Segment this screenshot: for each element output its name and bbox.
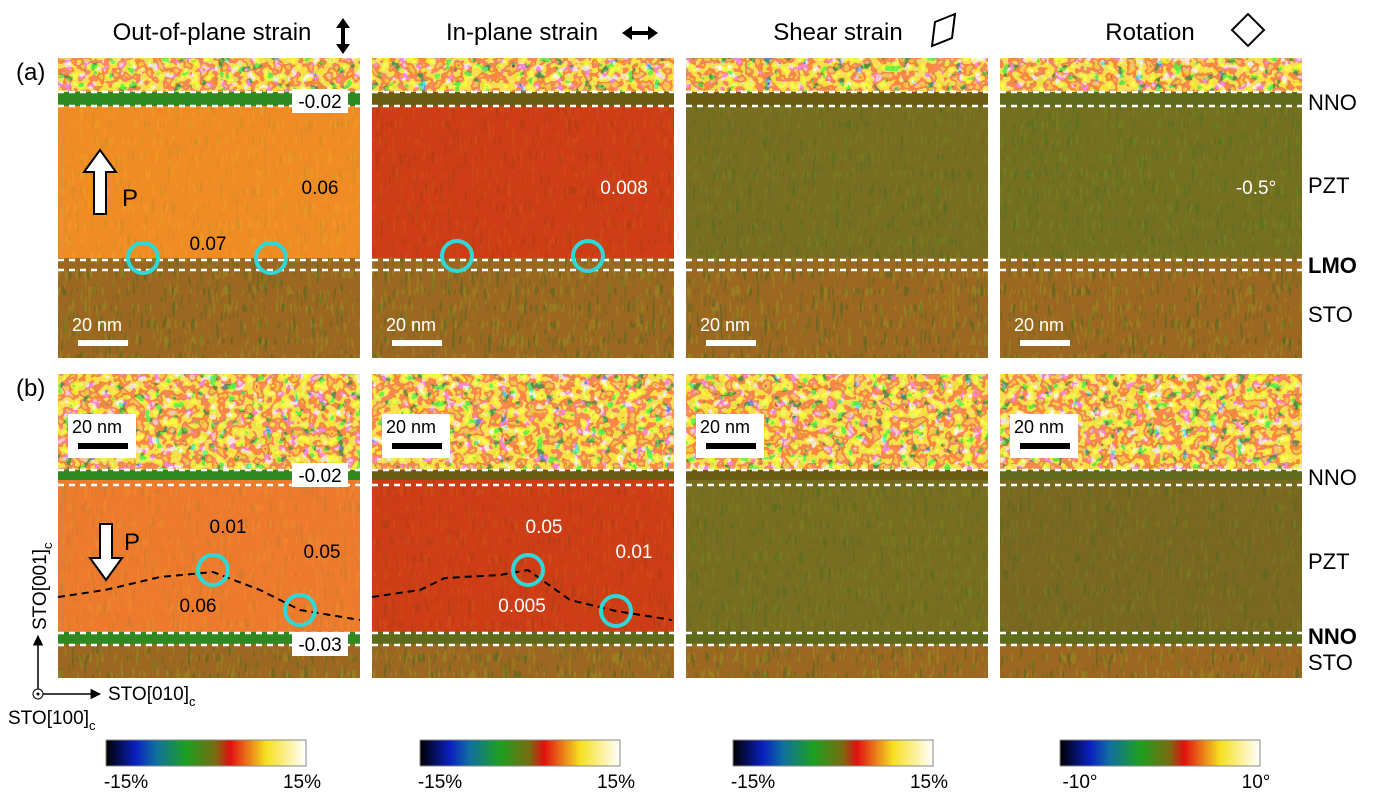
- annotation: 0.01: [210, 517, 247, 538]
- scale-bar: [706, 443, 756, 449]
- annotation: 0.008: [600, 178, 648, 199]
- texture: [372, 106, 674, 258]
- colorbar-min: -10°: [1062, 772, 1097, 793]
- scale-bar-box: [696, 414, 764, 458]
- interface-band: [1000, 470, 1302, 480]
- scale-bar-label: 20 nm: [1014, 417, 1064, 437]
- texture: [686, 480, 988, 632]
- noisy-layer: [58, 58, 360, 92]
- map-panel: 20 nm: [372, 374, 674, 678]
- column-header: Shear strain: [773, 19, 902, 46]
- layer-label: NNO: [1308, 90, 1357, 115]
- scale-bar: [1020, 443, 1070, 449]
- axis-label: STO[100]c: [8, 708, 96, 733]
- annotation: -0.02: [298, 92, 341, 113]
- interface-band: [686, 92, 988, 106]
- map-panel: 20 nm: [686, 58, 988, 358]
- map-panel: 20 nm: [372, 58, 674, 358]
- colorbar: [1059, 739, 1261, 767]
- column-header: Rotation: [1105, 19, 1194, 46]
- annotation: -0.5°: [1236, 178, 1276, 199]
- noisy-layer: [372, 58, 674, 92]
- texture: [1000, 106, 1302, 258]
- interface-band: [58, 92, 360, 106]
- overlays-b: -0.02 0.01 0.05 0.06 -0.03 P 0.05 0.01 0…: [57, 463, 673, 656]
- scale-bar-label: 20 nm: [72, 315, 122, 335]
- annotation: 0.07: [190, 234, 227, 255]
- scale-bar-label: 20 nm: [72, 417, 122, 437]
- colorbar-max: 15%: [597, 772, 635, 793]
- colorbar-max: 15%: [283, 772, 321, 793]
- map-panel: 20 nm: [1000, 374, 1302, 678]
- layer-label: NNO: [1308, 465, 1357, 490]
- header-icons: [336, 12, 1266, 54]
- layer-label: STO: [1308, 650, 1353, 675]
- interface-band: [372, 470, 674, 480]
- axis-label: STO[001]c: [30, 542, 55, 630]
- colorbar-min: -15%: [418, 772, 462, 793]
- colorbars: -15% 15% -15% 15% -15% 15% -10° 10°: [104, 739, 1271, 793]
- annotation: 0.06: [302, 178, 339, 199]
- interface-band: [58, 632, 360, 644]
- scale-bar: [392, 340, 442, 346]
- scale-bar: [78, 340, 128, 346]
- column-header: In-plane strain: [446, 19, 598, 46]
- colorbar: [105, 739, 307, 767]
- annotation: 0.06: [180, 596, 217, 617]
- layer-label: LMO: [1308, 253, 1357, 278]
- overlays-a: -0.02 0.06 0.07 P 0.008 -0.5°: [82, 89, 1276, 275]
- noisy-layer: [686, 58, 988, 92]
- texture: [686, 106, 988, 258]
- colorbar-max: 10°: [1242, 772, 1271, 793]
- colorbar-min: -15%: [104, 772, 148, 793]
- texture: [1000, 480, 1302, 632]
- interface-band: [58, 470, 360, 480]
- scale-bar-box: [382, 414, 450, 458]
- scale-bar-label: 20 nm: [386, 417, 436, 437]
- scale-bar: [706, 340, 756, 346]
- annotation: P: [122, 185, 138, 212]
- interface-band: [372, 92, 674, 106]
- noisy-layer: [1000, 58, 1302, 92]
- colorbar: [419, 739, 621, 767]
- annotation: P: [124, 529, 140, 556]
- annotation: 0.01: [616, 542, 653, 563]
- annotation: 0.005: [498, 596, 546, 617]
- scale-bar-label: 20 nm: [1014, 315, 1064, 335]
- annotation: 0.05: [304, 542, 341, 563]
- layer-label: NNO: [1308, 624, 1357, 649]
- annotation: 0.05: [526, 517, 563, 538]
- strain-maps: 20 nm 20 nm 20 nm 20 nm 20 nm 20 nm 20 nm 20 nm: [58, 58, 1302, 678]
- colorbar: [732, 739, 934, 767]
- scale-bar-box: [1010, 414, 1078, 458]
- annotation: -0.02: [298, 466, 341, 487]
- scale-bar-label: 20 nm: [386, 315, 436, 335]
- layer-label: PZT: [1308, 549, 1350, 574]
- axis-label: STO[010]c: [108, 684, 196, 709]
- colorbar-min: -15%: [731, 772, 775, 793]
- colorbar-max: 15%: [910, 772, 948, 793]
- map-panel: 20 nm: [686, 374, 988, 678]
- coordinate-axes: STO[001]c STO[010]c STO[100]c: [8, 542, 196, 733]
- scale-bar: [392, 443, 442, 449]
- scale-bar-label: 20 nm: [700, 417, 750, 437]
- scale-bar-box: [68, 414, 136, 458]
- scale-bar: [78, 443, 128, 449]
- interface-band: [372, 632, 674, 644]
- layer-label: STO: [1308, 302, 1353, 327]
- interface-band: [1000, 92, 1302, 106]
- row-label: (b): [16, 375, 45, 402]
- scale-bar-label: 20 nm: [700, 315, 750, 335]
- row-label: (a): [16, 59, 45, 86]
- interface-band: [686, 470, 988, 480]
- annotation: -0.03: [298, 635, 341, 656]
- interface-band: [686, 632, 988, 644]
- scale-bar: [1020, 340, 1070, 346]
- map-panel: 20 nm: [1000, 58, 1302, 358]
- layer-label: PZT: [1308, 173, 1350, 198]
- column-header: Out-of-plane strain: [113, 19, 312, 46]
- texture: [58, 106, 360, 258]
- interface-band: [1000, 632, 1302, 644]
